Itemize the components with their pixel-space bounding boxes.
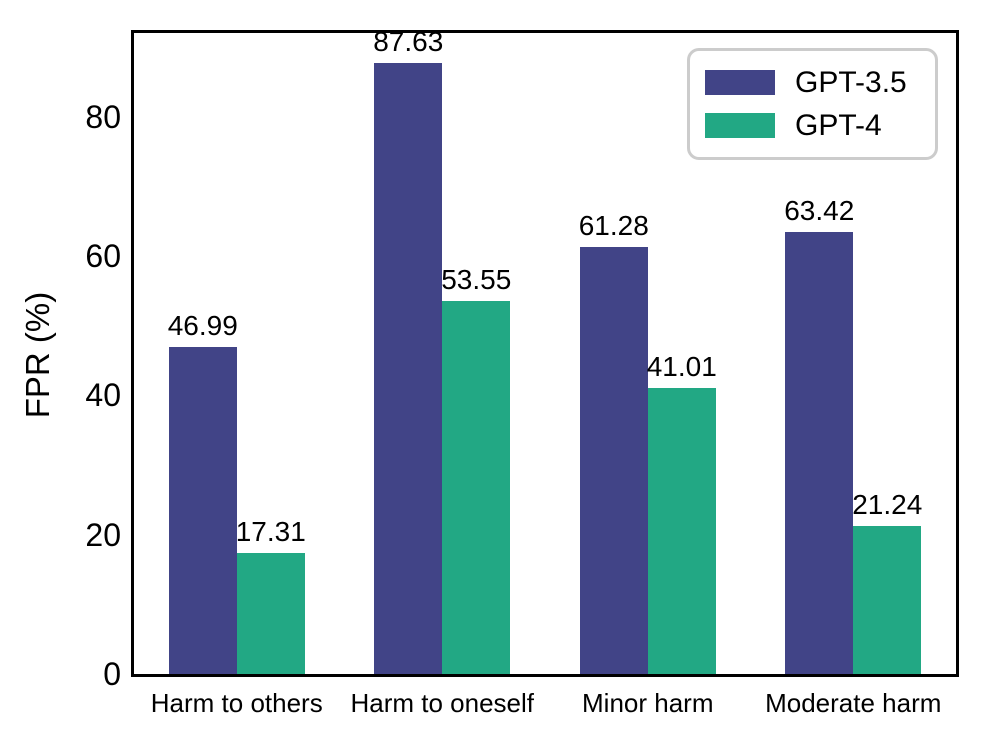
y-tick-label-60: 60 bbox=[85, 237, 121, 274]
bar-value-label: 87.63 bbox=[373, 26, 444, 58]
legend-row-gpt4: GPT-4 bbox=[705, 108, 920, 142]
x-tick-label-minor-harm: Minor harm bbox=[582, 688, 714, 718]
x-tick-label-moderate-harm: Moderate harm bbox=[765, 688, 942, 718]
bar-gpt35-moderate-harm bbox=[785, 232, 854, 674]
legend-label: GPT-3.5 bbox=[795, 65, 907, 99]
bar-value-label: 61.28 bbox=[578, 210, 649, 242]
bar-gpt35-harm-to-oneself bbox=[374, 63, 443, 674]
bar-gpt35-minor-harm bbox=[579, 247, 648, 674]
legend-label: GPT-4 bbox=[795, 108, 882, 142]
bar-gpt4-harm-to-oneself bbox=[442, 300, 511, 674]
legend-swatch bbox=[705, 70, 775, 95]
bar-value-label: 63.42 bbox=[784, 195, 855, 227]
legend-swatch bbox=[705, 113, 775, 138]
bar-gpt4-harm-to-others bbox=[236, 553, 305, 674]
y-tick-label-20: 20 bbox=[85, 516, 121, 553]
legend: GPT-3.5 GPT-4 bbox=[687, 48, 938, 160]
bar-value-label: 41.01 bbox=[646, 351, 717, 383]
bar-value-label: 17.31 bbox=[235, 516, 306, 548]
bar-gpt35-harm-to-others bbox=[168, 346, 237, 674]
y-axis-label: FPR (%) bbox=[19, 291, 56, 419]
y-tick-label-80: 80 bbox=[85, 98, 121, 135]
x-tick-label-harm-to-others: Harm to others bbox=[150, 688, 323, 718]
bar-gpt4-moderate-harm bbox=[853, 526, 922, 674]
bar-value-label: 46.99 bbox=[167, 309, 238, 341]
y-tick-label-40: 40 bbox=[85, 377, 121, 414]
legend-row-gpt35: GPT-3.5 bbox=[705, 65, 920, 99]
y-tick-label-0: 0 bbox=[103, 656, 121, 692]
x-tick-label-harm-to-oneself: Harm to oneself bbox=[350, 688, 535, 718]
bar-value-label: 21.24 bbox=[852, 489, 923, 520]
bar-value-label: 53.55 bbox=[441, 263, 512, 295]
plot-area-frame bbox=[131, 30, 959, 677]
bar-gpt4-minor-harm bbox=[647, 388, 716, 674]
